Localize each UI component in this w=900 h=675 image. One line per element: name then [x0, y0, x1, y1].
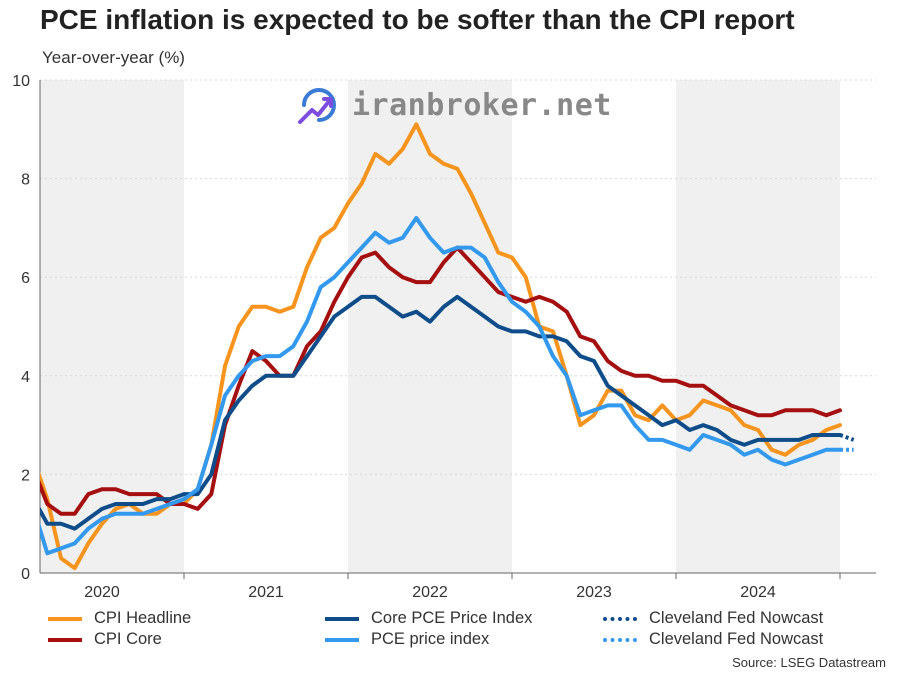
- chart-logo-icon: [298, 88, 336, 124]
- legend-cpi-headline: CPI Headline: [48, 609, 191, 628]
- chart-title: PCE inflation is expected to be softer t…: [40, 4, 795, 35]
- y-tick-label: 6: [21, 270, 30, 287]
- legend-label: Core PCE Price Index: [371, 609, 533, 627]
- nowcast-line-0: [839, 433, 855, 442]
- legend-pce: PCE price index: [325, 630, 489, 649]
- watermark: iranbroker.net: [296, 82, 612, 128]
- series-line-2: [40, 294, 842, 531]
- watermark-text: iranbroker.net: [352, 87, 612, 123]
- legend-nowcast-core: Cleveland Fed Nowcast: [603, 609, 823, 628]
- source-note: Source: LSEG Datastream: [732, 655, 886, 670]
- series-lines: [40, 122, 855, 571]
- legend-label: CPI Core: [94, 630, 162, 648]
- series-line-0: [40, 122, 842, 571]
- grid-lines: [40, 79, 876, 475]
- legend-label: Cleveland Fed Nowcast: [649, 609, 824, 627]
- year-band-2024: [676, 80, 840, 573]
- year-shading: [40, 80, 840, 573]
- legend-cpi-core: CPI Core: [48, 630, 162, 649]
- legend-swatch: [325, 637, 359, 642]
- x-tick-label: 2024: [740, 584, 776, 601]
- y-tick-label: 10: [12, 73, 30, 90]
- y-tick-label: 4: [21, 369, 30, 386]
- series-line-3: [40, 216, 842, 556]
- legend-swatch: [325, 616, 359, 621]
- x-tick-label: 2021: [248, 584, 284, 601]
- legend-swatch: [603, 616, 637, 621]
- legend-swatch: [603, 637, 637, 642]
- legend-core-pce: Core PCE Price Index: [325, 609, 532, 628]
- y-axis-label: Year-over-year (%): [42, 48, 185, 67]
- y-tick-label: 0: [21, 566, 30, 583]
- legend-swatch: [48, 616, 82, 621]
- legend-nowcast-pce: Cleveland Fed Nowcast: [603, 630, 823, 649]
- axes: 0 2 4 6 8 10 2020 2021 2022 2023 2024: [12, 73, 876, 601]
- legend-label: PCE price index: [371, 630, 490, 648]
- y-tick-label: 8: [21, 172, 30, 189]
- x-tick-label: 2020: [84, 584, 120, 601]
- legend-label: CPI Headline: [94, 609, 192, 627]
- x-tick-label: 2023: [576, 584, 612, 601]
- year-band-2022: [348, 80, 512, 573]
- y-tick-label: 2: [21, 467, 30, 484]
- x-tick-label: 2022: [412, 584, 448, 601]
- series-line-1: [40, 245, 842, 516]
- legend-label: Cleveland Fed Nowcast: [649, 630, 824, 648]
- legend-swatch: [48, 637, 82, 642]
